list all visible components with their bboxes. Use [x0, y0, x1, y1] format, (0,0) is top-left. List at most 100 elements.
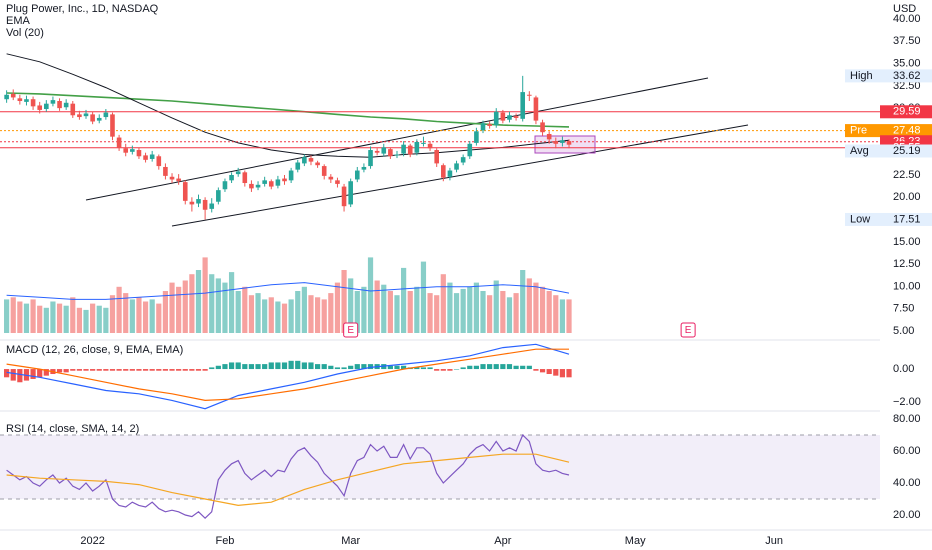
- range-box: [534, 135, 596, 154]
- macd-histogram-bar: [17, 369, 23, 383]
- macd-histogram-bar: [129, 369, 135, 371]
- candle-body: [321, 166, 327, 176]
- volume-bar: [169, 282, 175, 333]
- y-tick-label: 0.00: [893, 363, 914, 375]
- macd-histogram-bar: [546, 369, 552, 375]
- volume-bar: [103, 307, 109, 333]
- volume-bar: [301, 286, 307, 333]
- candle-body: [546, 133, 552, 140]
- x-tick-label: Apr: [494, 535, 511, 547]
- volume-bar: [281, 303, 288, 333]
- candle-body: [182, 182, 188, 201]
- macd-histogram-bar: [262, 364, 268, 370]
- macd-histogram-bar: [275, 362, 281, 370]
- candle-body: [282, 178, 287, 182]
- candle-body: [487, 124, 492, 126]
- macd-histogram-bar: [56, 369, 63, 373]
- macd-histogram-bar: [493, 364, 499, 370]
- volume-bar: [162, 291, 169, 333]
- candle-body: [480, 123, 486, 131]
- volume-bar: [401, 267, 407, 333]
- candle-body: [507, 115, 512, 120]
- candle-body: [540, 122, 545, 133]
- earnings-label: E: [347, 325, 354, 336]
- macd-histogram-bar: [109, 369, 116, 371]
- candle-body: [163, 166, 168, 176]
- candle-body: [136, 150, 142, 157]
- candle-body: [116, 137, 122, 148]
- candle-body: [222, 181, 228, 190]
- candle-body: [348, 181, 353, 205]
- macd-histogram-bar: [268, 362, 274, 370]
- macd-histogram-bar: [453, 369, 460, 370]
- candle-body: [434, 150, 439, 164]
- volume-bar: [109, 295, 116, 333]
- macd-histogram-bar: [63, 369, 69, 373]
- price-tag-value: 33.62: [893, 70, 921, 82]
- volume-bar: [334, 282, 341, 333]
- macd-histogram-bar: [123, 369, 129, 371]
- candle-body: [242, 172, 248, 184]
- macd-histogram-bar: [295, 360, 301, 370]
- volume-bar: [63, 305, 69, 333]
- candle-body: [288, 170, 294, 181]
- candle-body: [447, 170, 453, 177]
- x-tick-label: Feb: [215, 535, 234, 547]
- volume-bar: [341, 270, 347, 333]
- volume-ma-line: [6, 282, 570, 300]
- volume-bar: [487, 295, 493, 333]
- macd-histogram-bar: [182, 369, 188, 371]
- volume-bar: [189, 274, 195, 333]
- volume-bar: [407, 291, 413, 333]
- macd-histogram-bar: [162, 369, 169, 371]
- candle-body: [169, 176, 175, 180]
- candle-body: [37, 105, 42, 110]
- volume-bar: [348, 278, 354, 333]
- volume-bar: [76, 307, 82, 333]
- candle-body: [560, 140, 565, 143]
- y-tick-label: 22.50: [893, 169, 921, 181]
- candle-body: [235, 171, 241, 175]
- macd-histogram-bar: [195, 369, 202, 371]
- volume-bar: [394, 295, 400, 333]
- volume-bar: [4, 299, 10, 333]
- volume-bar: [209, 274, 215, 333]
- volume-bar: [440, 274, 446, 333]
- volume-bar: [367, 257, 374, 333]
- volume-bar: [255, 293, 261, 333]
- macd-histogram-bar: [202, 369, 208, 371]
- candle-body: [454, 163, 459, 170]
- volume-bar: [228, 272, 235, 333]
- price-tag-value: 17.51: [893, 213, 921, 225]
- macd-histogram-bar: [440, 369, 446, 371]
- candle-body: [77, 114, 82, 118]
- volume-bar: [546, 291, 552, 333]
- macd-histogram-bar: [281, 362, 288, 370]
- candle-body: [407, 145, 413, 155]
- candle-body: [156, 156, 162, 167]
- volume-bar: [268, 297, 274, 333]
- volume-bar: [414, 286, 420, 333]
- candle-body: [30, 99, 36, 107]
- macd-histogram-bar: [533, 369, 539, 371]
- macd-histogram-bar: [566, 369, 572, 378]
- volume-bar: [374, 280, 380, 333]
- macd-histogram-bar: [308, 362, 314, 370]
- macd-histogram-bar: [480, 364, 486, 370]
- volume-bar: [202, 257, 208, 333]
- candle-body: [262, 180, 267, 184]
- macd-histogram-bar: [83, 369, 89, 371]
- candle-body: [57, 101, 62, 109]
- trend-line: [85, 77, 709, 201]
- macd-histogram-bar: [539, 369, 546, 373]
- macd-histogram-bar: [10, 369, 16, 381]
- volume-bar: [195, 270, 202, 333]
- candle-body: [189, 201, 195, 205]
- candle-body: [110, 114, 115, 137]
- volume-bar: [493, 280, 499, 333]
- candle-body: [388, 149, 393, 157]
- macd-histogram-bar: [361, 364, 367, 370]
- price-tag-name: High: [850, 70, 873, 82]
- macd-histogram-bar: [189, 369, 195, 371]
- volume-bar: [222, 282, 228, 333]
